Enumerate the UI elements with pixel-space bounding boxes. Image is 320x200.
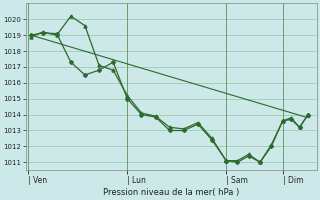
X-axis label: Pression niveau de la mer( hPa ): Pression niveau de la mer( hPa ) — [103, 188, 239, 197]
